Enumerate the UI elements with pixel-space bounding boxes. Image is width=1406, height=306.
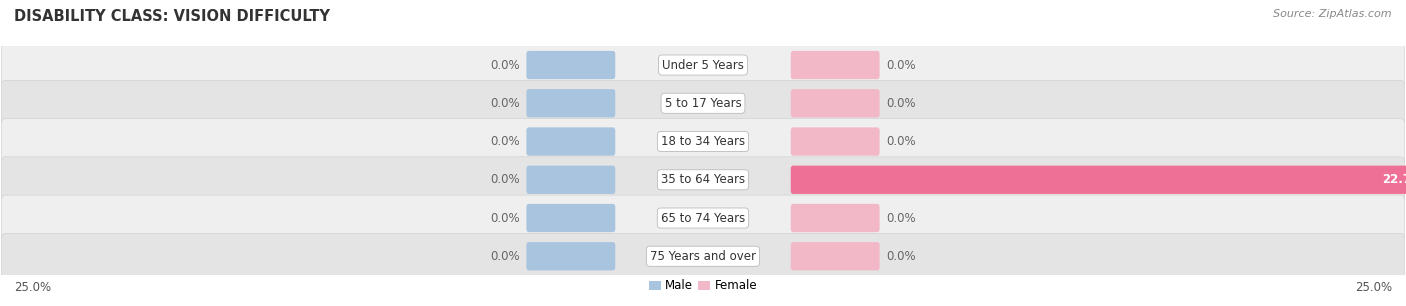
- Text: 0.0%: 0.0%: [886, 135, 915, 148]
- Text: 0.0%: 0.0%: [886, 211, 915, 225]
- Text: 0.0%: 0.0%: [491, 135, 520, 148]
- Text: 0.0%: 0.0%: [491, 211, 520, 225]
- Text: 5 to 17 Years: 5 to 17 Years: [665, 97, 741, 110]
- FancyBboxPatch shape: [790, 204, 880, 232]
- FancyBboxPatch shape: [1, 195, 1405, 241]
- FancyBboxPatch shape: [526, 51, 616, 79]
- FancyBboxPatch shape: [526, 166, 616, 194]
- FancyBboxPatch shape: [1, 157, 1405, 203]
- FancyBboxPatch shape: [1, 233, 1405, 279]
- Text: 35 to 64 Years: 35 to 64 Years: [661, 173, 745, 186]
- Text: 0.0%: 0.0%: [491, 173, 520, 186]
- Text: 0.0%: 0.0%: [886, 58, 915, 72]
- Text: DISABILITY CLASS: VISION DIFFICULTY: DISABILITY CLASS: VISION DIFFICULTY: [14, 9, 330, 24]
- Text: 0.0%: 0.0%: [886, 250, 915, 263]
- Text: 22.7%: 22.7%: [1382, 173, 1406, 186]
- Text: 65 to 74 Years: 65 to 74 Years: [661, 211, 745, 225]
- Text: 25.0%: 25.0%: [14, 281, 51, 294]
- Text: 18 to 34 Years: 18 to 34 Years: [661, 135, 745, 148]
- FancyBboxPatch shape: [790, 166, 1406, 194]
- Text: 25.0%: 25.0%: [1355, 281, 1392, 294]
- FancyBboxPatch shape: [526, 89, 616, 118]
- FancyBboxPatch shape: [790, 51, 880, 79]
- FancyBboxPatch shape: [526, 204, 616, 232]
- FancyBboxPatch shape: [526, 127, 616, 156]
- Text: 0.0%: 0.0%: [491, 97, 520, 110]
- Text: Source: ZipAtlas.com: Source: ZipAtlas.com: [1274, 9, 1392, 19]
- Text: 75 Years and over: 75 Years and over: [650, 250, 756, 263]
- Text: 0.0%: 0.0%: [886, 97, 915, 110]
- Text: 0.0%: 0.0%: [491, 250, 520, 263]
- FancyBboxPatch shape: [790, 127, 880, 156]
- FancyBboxPatch shape: [1, 80, 1405, 126]
- FancyBboxPatch shape: [1, 119, 1405, 165]
- FancyBboxPatch shape: [790, 242, 880, 271]
- FancyBboxPatch shape: [790, 89, 880, 118]
- FancyBboxPatch shape: [526, 242, 616, 271]
- Legend: Male, Female: Male, Female: [644, 274, 762, 297]
- FancyBboxPatch shape: [1, 42, 1405, 88]
- Text: 0.0%: 0.0%: [491, 58, 520, 72]
- Text: Under 5 Years: Under 5 Years: [662, 58, 744, 72]
